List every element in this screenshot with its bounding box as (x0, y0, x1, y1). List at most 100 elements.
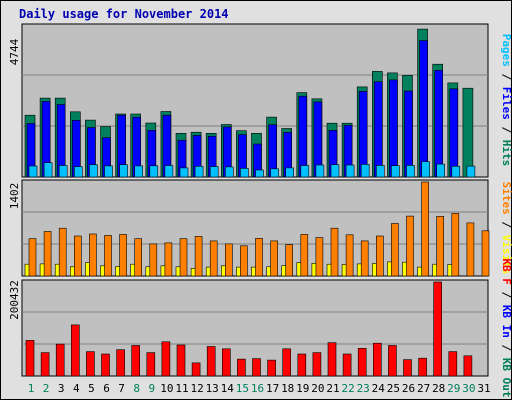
bar-kbf-7 (116, 349, 125, 377)
legend-panel-2: Sites / Visits (500, 182, 512, 275)
bar-kbf-13 (206, 346, 216, 377)
bar-sites-5 (89, 233, 97, 277)
bar-kbf-8 (131, 345, 140, 377)
bar-pages-11 (179, 167, 189, 178)
bar-kbf-16 (252, 358, 261, 377)
bar-pages-8 (134, 165, 143, 178)
x-tick-label-23: 23 (357, 382, 370, 395)
bar-pages-2 (43, 162, 53, 178)
x-tick-label-24: 24 (372, 382, 386, 395)
bar-kbf-18 (282, 348, 292, 377)
bar-pages-20 (315, 164, 325, 178)
bar-kbf-24 (372, 342, 382, 377)
bar-kbf-27 (418, 357, 427, 377)
bar-sites-16 (255, 238, 263, 277)
x-tick-label-22: 22 (341, 382, 354, 395)
bar-kbf-12 (191, 362, 201, 377)
bar-kbf-1 (25, 340, 35, 377)
bar-sites-29 (451, 213, 460, 277)
legend-panel-3: KB F / KB In / KB Out (500, 258, 512, 397)
legend-files: Files (500, 87, 512, 120)
bar-sites-31 (481, 230, 490, 277)
bar-pages-28 (436, 163, 446, 178)
bar-pages-13 (209, 166, 219, 178)
bar-files-27 (419, 40, 428, 178)
x-tick-label-2: 2 (43, 382, 50, 395)
legend-visits: Visits (500, 235, 512, 275)
bar-pages-27 (421, 161, 430, 178)
x-tick-label-27: 27 (417, 382, 430, 395)
svg-text:KB F / KB In / KB Out: KB F / KB In / KB Out (500, 258, 512, 397)
bar-pages-16 (255, 169, 264, 178)
bar-pages-23 (360, 164, 370, 178)
bar-pages-3 (58, 165, 68, 178)
bar-kbf-17 (267, 359, 276, 377)
bar-kbf-2 (40, 352, 50, 377)
bar-pages-24 (375, 165, 385, 178)
bar-kbf-5 (86, 351, 95, 377)
bar-pages-19 (300, 165, 310, 178)
bar-sites-17 (270, 240, 278, 277)
x-tick-label-8: 8 (133, 382, 140, 395)
bar-sites-23 (360, 240, 369, 277)
x-tick-label-14: 14 (221, 382, 235, 395)
legend-sep: / (500, 215, 512, 235)
x-tick-label-4: 4 (73, 382, 80, 395)
bar-pages-14 (225, 166, 234, 178)
bar-kbf-11 (176, 344, 186, 377)
svg-text:Sites / Visits: Sites / Visits (500, 182, 512, 275)
x-tick-label-17: 17 (266, 382, 279, 395)
legend-pages: Pages (500, 34, 512, 67)
bar-pages-21 (330, 164, 340, 178)
bar-kbf-10 (161, 341, 171, 377)
bar-kbf-20 (312, 352, 322, 377)
bar-sites-27 (421, 181, 429, 277)
bar-sites-22 (345, 234, 354, 277)
bar-sites-6 (104, 235, 112, 277)
bar-sites-30 (466, 222, 475, 277)
bar-pages-6 (104, 165, 113, 178)
legend-sep: / (500, 120, 512, 140)
bar-pages-26 (406, 165, 415, 178)
bar-pages-30 (466, 165, 476, 178)
x-tick-label-11: 11 (175, 382, 188, 395)
bar-kbf-25 (388, 345, 397, 377)
svg-text:Pages / Files / Hits: Pages / Files / Hits (500, 34, 512, 167)
legend-sites: Sites (500, 182, 512, 215)
bar-kbf-6 (101, 353, 110, 377)
bar-sites-8 (134, 238, 142, 277)
bar-sites-26 (406, 215, 414, 277)
x-tick-label-12: 12 (190, 382, 203, 395)
bar-sites-20 (315, 237, 324, 277)
x-tick-label-7: 7 (118, 382, 125, 395)
chart-title: Daily usage for November 2014 (19, 7, 229, 21)
x-tick-label-25: 25 (387, 382, 400, 395)
legend-sep: / (500, 285, 512, 305)
y-max-label-hits: 4744 (8, 38, 21, 65)
bar-pages-12 (194, 166, 204, 178)
bar-kbf-26 (403, 359, 412, 377)
bar-pages-15 (240, 168, 249, 178)
bar-kbf-29 (448, 351, 458, 377)
bar-files-24 (373, 81, 383, 178)
legend-panel-1: Pages / Files / Hits (500, 34, 512, 167)
legend-kbf: KB F (500, 258, 512, 285)
bar-pages-25 (391, 165, 400, 178)
x-tick-label-13: 13 (206, 382, 219, 395)
bar-kbf-3 (55, 343, 65, 377)
bar-sites-11 (179, 238, 188, 277)
x-tick-label-20: 20 (311, 382, 324, 395)
bar-sites-1 (28, 238, 37, 277)
x-tick-label-15: 15 (236, 382, 249, 395)
bar-sites-10 (164, 242, 173, 277)
x-tick-label-3: 3 (58, 382, 65, 395)
bar-pages-18 (285, 167, 295, 178)
bar-pages-1 (28, 165, 38, 178)
bar-sites-3 (58, 227, 67, 277)
bar-sites-24 (375, 235, 384, 277)
bar-sites-18 (285, 244, 294, 277)
legend-sep: / (500, 338, 512, 358)
bar-sites-28 (436, 216, 445, 277)
bar-kbf-21 (327, 342, 337, 377)
